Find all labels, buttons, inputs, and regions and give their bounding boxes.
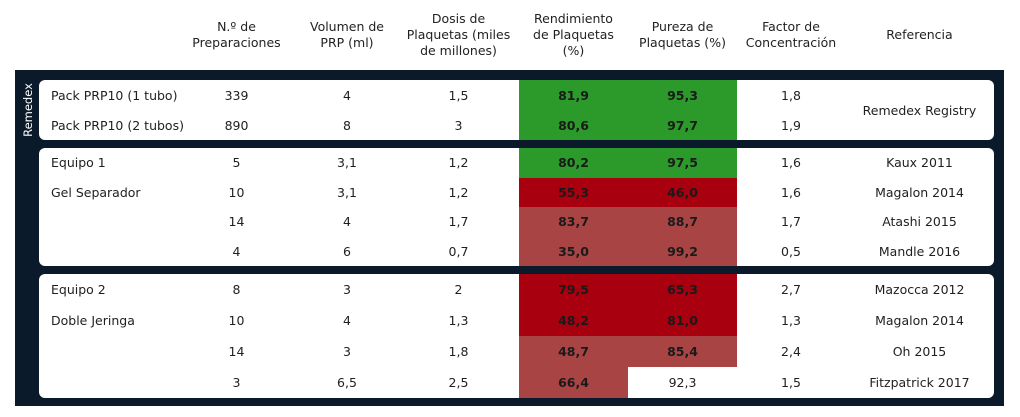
cell-reference: Remedex Registry <box>862 102 977 118</box>
cell-yield: 66,4 <box>519 367 628 398</box>
cell-volume: 3 <box>343 282 351 297</box>
side-label: Remedex <box>17 80 39 140</box>
cell-factor: 2,7 <box>781 282 801 297</box>
cell-label <box>39 237 189 267</box>
cell-reference: Mandle 2016 <box>878 243 961 259</box>
header-reference: Referencia <box>886 27 953 42</box>
cell-preparations: 5 <box>232 155 241 171</box>
cell-purity: 92,3 <box>628 367 737 398</box>
cell-factor: 1,7 <box>781 214 801 230</box>
cell-label: Pack PRP10 (1 tubo) <box>51 87 178 103</box>
cell-preparations: 890 <box>224 117 249 133</box>
cell-dose: 1,5 <box>448 87 469 103</box>
cell-purity: 88,7 <box>628 207 737 237</box>
cell-preparations: 8 <box>232 282 241 297</box>
cell-yield: 83,7 <box>519 207 628 237</box>
cell-yield: 80,6 <box>519 110 628 140</box>
cell-factor: 1,6 <box>781 184 801 200</box>
cell-dose: 1,2 <box>448 184 469 200</box>
header-preparations: N.º de Preparaciones <box>192 19 281 50</box>
header-volume: Volumen de PRP (ml) <box>309 19 384 50</box>
side-label-text: Remedex <box>21 83 35 137</box>
cell-label: Pack PRP10 (2 tubos) <box>51 117 184 133</box>
cell-factor: 0,5 <box>781 243 801 259</box>
cell-preparations: 10 <box>228 184 245 200</box>
cell-label: Equipo 1 <box>51 155 106 171</box>
cell-purity: 85,4 <box>628 336 737 367</box>
cell-reference: Atashi 2015 <box>882 214 957 230</box>
cell-purity: 46,0 <box>628 177 737 207</box>
cell-volume: 3,1 <box>337 184 357 200</box>
cell-dose: 1,3 <box>448 313 469 328</box>
cell-reference: Magalon 2014 <box>875 313 964 328</box>
cell-factor: 1,6 <box>781 155 801 171</box>
cell-yield: 48,2 <box>519 305 628 336</box>
cell-preparations: 4 <box>232 243 241 259</box>
cell-yield: 81,9 <box>519 80 628 110</box>
cell-yield: 48,7 <box>519 336 628 367</box>
header-factor: Factor de Concentración <box>745 19 837 50</box>
cell-purity: 65,3 <box>628 274 737 305</box>
header-purity: Pureza de Plaquetas (%) <box>639 19 726 50</box>
group-panel-1: Pack PRP10 (1 tubo) 339 4 1,5 81,9 95,3 1,8 Pac… <box>39 80 994 140</box>
cell-dose: 0,7 <box>448 243 469 259</box>
cell-reference: Fitzpatrick 2017 <box>869 375 970 390</box>
cell-label <box>39 336 189 367</box>
cell-yield: 79,5 <box>519 274 628 305</box>
header-yield: Rendimiento de Plaquetas (%) <box>533 11 614 58</box>
cell-factor: 1,3 <box>781 313 801 328</box>
cell-yield: 35,0 <box>519 236 628 266</box>
cell-preparations: 14 <box>228 344 245 359</box>
cell-preparations: 14 <box>228 214 245 230</box>
header-label <box>39 0 189 70</box>
cell-dose: 1,7 <box>448 214 469 230</box>
cell-preparations: 10 <box>228 313 245 328</box>
cell-dose: 2,5 <box>448 375 469 390</box>
cell-volume: 4 <box>343 87 351 103</box>
cell-yield: 55,3 <box>519 177 628 207</box>
cell-volume: 3,1 <box>337 155 357 171</box>
cell-volume: 4 <box>343 214 351 230</box>
cell-factor: 1,8 <box>781 87 801 103</box>
cell-volume: 4 <box>343 313 351 328</box>
cell-reference: Kaux 2011 <box>886 155 953 171</box>
cell-factor: 2,4 <box>781 344 801 359</box>
cell-label: Equipo 2 <box>51 282 106 297</box>
cell-purity: 81,0 <box>628 305 737 336</box>
group-panel-2: Equipo 1 5 3,1 1,2 80,2 97,5 1,6 Kaux 2011 Gel S… <box>39 148 994 266</box>
cell-dose: 2 <box>454 282 463 297</box>
cell-factor: 1,5 <box>781 375 801 390</box>
cell-volume: 8 <box>343 117 351 133</box>
cell-label: Doble Jeringa <box>51 313 135 328</box>
cell-volume: 6,5 <box>337 375 357 390</box>
cell-purity: 97,7 <box>628 110 737 140</box>
cell-reference: Oh 2015 <box>892 344 947 359</box>
cell-purity: 99,2 <box>628 236 737 266</box>
cell-volume: 6 <box>343 243 351 259</box>
group-panel-3: Equipo 2 8 3 2 79,5 65,3 2,7 Mazocca 2012 Doble … <box>39 274 994 398</box>
cell-reference: Magalon 2014 <box>875 184 964 200</box>
cell-dose: 3 <box>454 117 463 133</box>
cell-purity: 97,5 <box>628 148 737 178</box>
cell-purity: 95,3 <box>628 80 737 110</box>
cell-reference: Mazocca 2012 <box>874 282 965 297</box>
header-dose: Dosis de Plaquetas (miles de millones) <box>406 11 511 58</box>
cell-preparations: 339 <box>224 87 249 103</box>
cell-preparations: 3 <box>232 375 241 390</box>
cell-dose: 1,8 <box>448 344 469 359</box>
cell-factor: 1,9 <box>781 117 801 133</box>
cell-volume: 3 <box>343 344 351 359</box>
cell-label <box>39 207 189 237</box>
cell-label <box>39 367 189 398</box>
cell-yield: 80,2 <box>519 148 628 178</box>
cell-dose: 1,2 <box>448 155 469 171</box>
cell-label: Gel Separador <box>51 184 141 200</box>
